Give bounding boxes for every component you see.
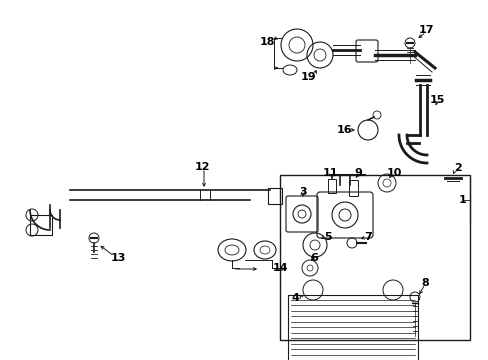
Text: 3: 3 bbox=[299, 187, 306, 197]
Bar bbox=[327, 179, 335, 193]
Text: 6: 6 bbox=[309, 253, 317, 263]
Text: 10: 10 bbox=[386, 168, 401, 178]
Text: 5: 5 bbox=[324, 232, 331, 242]
Text: 1: 1 bbox=[458, 195, 466, 205]
Bar bbox=[287, 295, 417, 360]
Text: 16: 16 bbox=[337, 125, 352, 135]
Text: 12: 12 bbox=[194, 162, 209, 172]
Text: 8: 8 bbox=[420, 278, 428, 288]
Text: 7: 7 bbox=[364, 232, 371, 242]
Text: 11: 11 bbox=[322, 168, 337, 178]
Text: 17: 17 bbox=[417, 25, 433, 35]
Text: 15: 15 bbox=[428, 95, 444, 105]
Text: 4: 4 bbox=[290, 293, 298, 303]
Bar bbox=[348, 180, 357, 196]
Text: 9: 9 bbox=[353, 168, 361, 178]
Bar bbox=[267, 188, 282, 204]
Text: 2: 2 bbox=[453, 163, 461, 173]
Bar bbox=[30, 215, 52, 235]
Text: 19: 19 bbox=[301, 72, 316, 82]
Text: 13: 13 bbox=[110, 253, 125, 263]
Bar bbox=[280, 175, 469, 340]
Text: 18: 18 bbox=[259, 37, 274, 47]
Text: 14: 14 bbox=[272, 263, 287, 273]
